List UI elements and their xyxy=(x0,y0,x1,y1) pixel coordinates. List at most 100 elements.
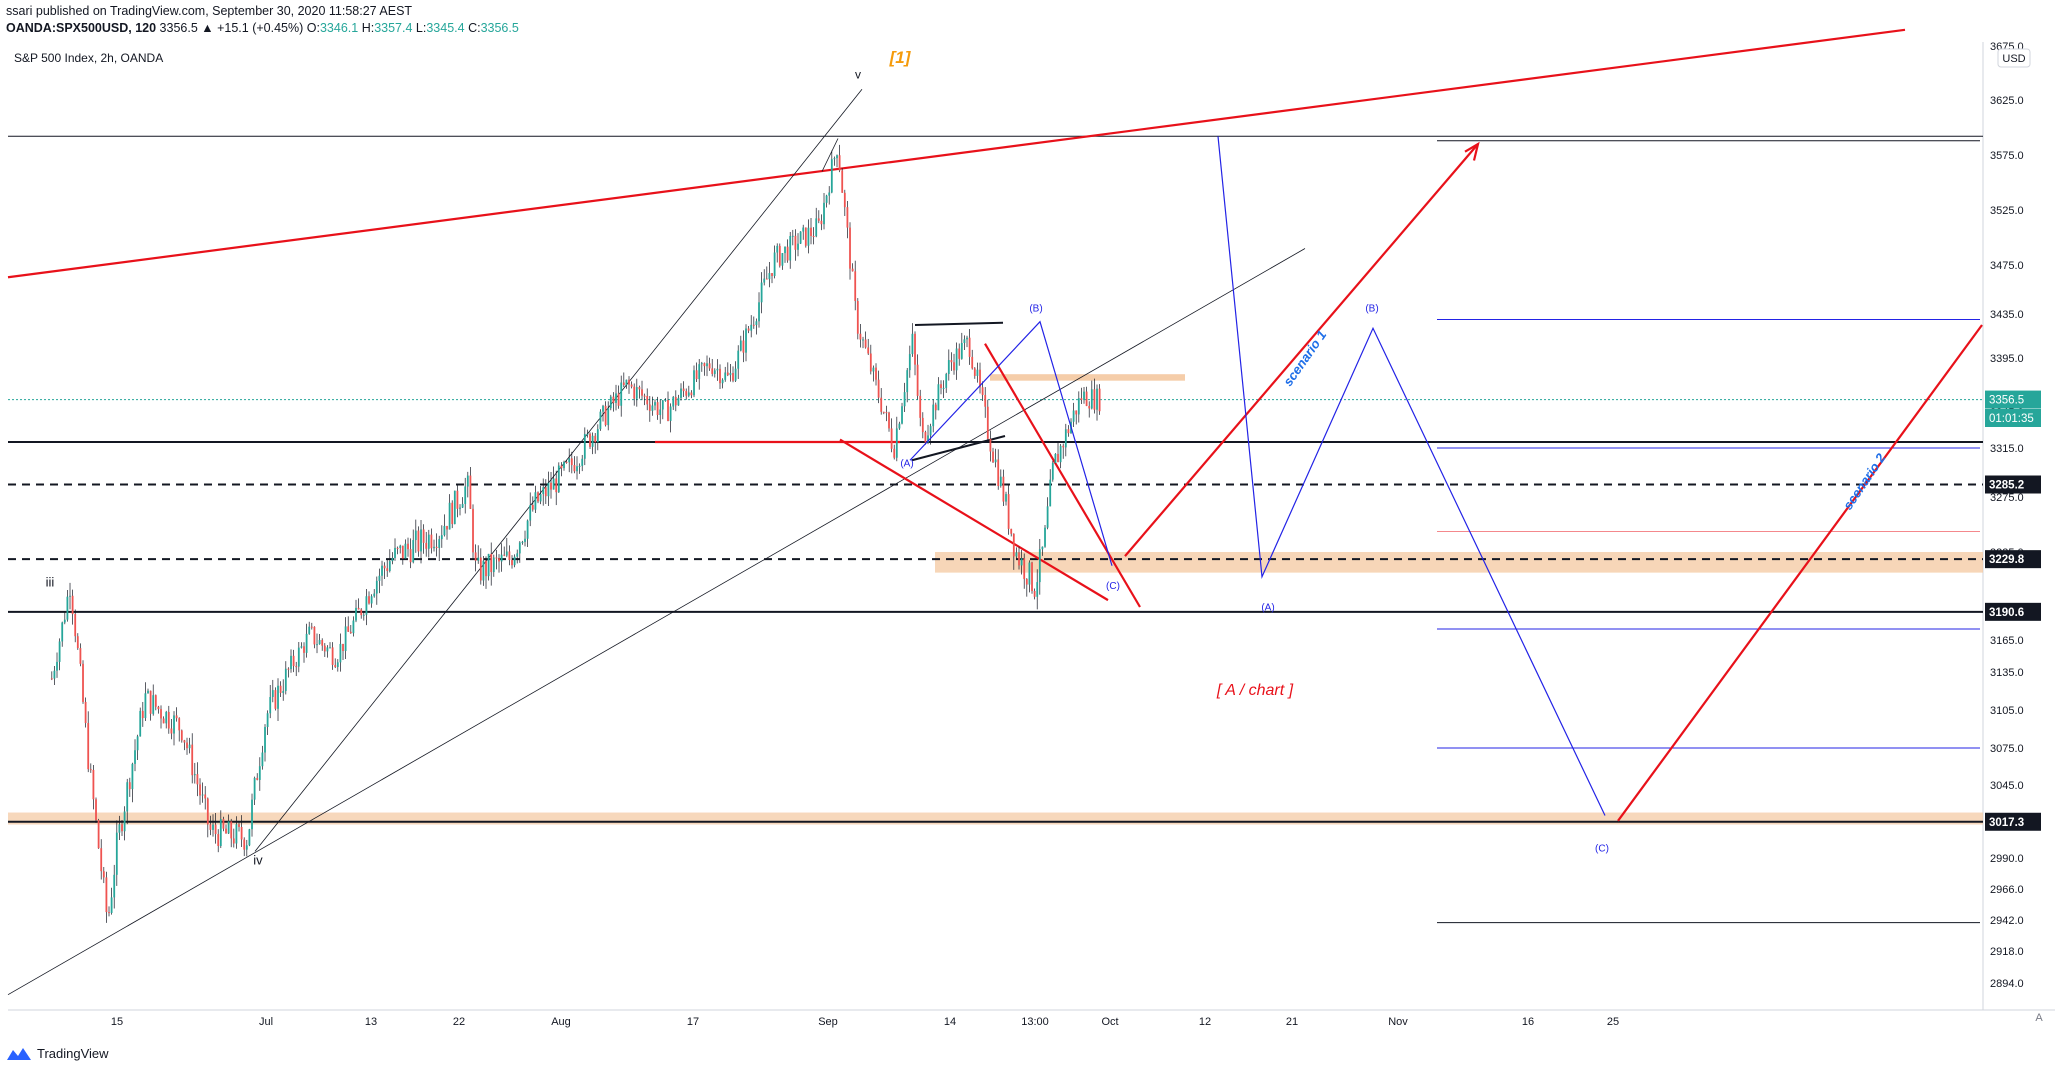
candle-body xyxy=(173,715,175,734)
candle-body xyxy=(802,227,805,232)
candle-body xyxy=(108,912,110,914)
candle-body xyxy=(724,372,727,380)
candle-body xyxy=(825,195,828,203)
candle-body xyxy=(719,368,721,384)
candle-body xyxy=(755,321,758,326)
candle-body xyxy=(882,411,885,413)
candle-body xyxy=(742,340,745,353)
candle-body xyxy=(921,417,924,433)
candle-body xyxy=(773,252,776,277)
candle-body xyxy=(409,549,412,563)
candle-body xyxy=(378,575,381,581)
candle-body xyxy=(492,557,495,573)
red-wedge-upper xyxy=(984,343,1141,608)
candle-body xyxy=(357,607,360,610)
x-tick-label-5: 17 xyxy=(687,1016,699,1028)
candle-body xyxy=(659,409,662,416)
candle-body xyxy=(1096,388,1098,410)
y-tick-label-18: 2966.0 xyxy=(1990,884,2024,896)
candle-body xyxy=(955,348,958,371)
candle-body xyxy=(646,396,649,405)
candle-body xyxy=(628,379,630,385)
candle-body xyxy=(763,278,766,283)
candle-body xyxy=(641,389,643,396)
candle-body xyxy=(74,614,77,637)
candle-body xyxy=(61,622,64,642)
candle-body xyxy=(1031,562,1033,591)
candle-body xyxy=(188,744,191,749)
candle-body xyxy=(1023,558,1026,579)
candle-body xyxy=(420,529,422,552)
candle-body xyxy=(888,412,890,429)
candle-body xyxy=(599,411,602,430)
candle-body xyxy=(505,551,508,556)
price-tag-bg-0 xyxy=(1985,390,2041,409)
candle-body xyxy=(443,525,446,536)
candle-body xyxy=(219,819,222,846)
candle-body xyxy=(170,728,173,734)
candle-body xyxy=(1085,391,1088,406)
price-tag-bg-1 xyxy=(1985,409,2041,427)
candle-body xyxy=(498,558,500,562)
candle-body xyxy=(404,543,407,559)
candle-body xyxy=(1041,546,1044,550)
candle-body xyxy=(734,368,737,381)
candle-body xyxy=(615,393,617,403)
x-tick-label-7: 14 xyxy=(944,1016,956,1028)
candle-body xyxy=(365,596,368,615)
candle-body xyxy=(448,502,451,530)
candle-body xyxy=(1012,533,1015,557)
candle-body xyxy=(1067,429,1070,434)
candle-body xyxy=(869,353,872,372)
candle-body xyxy=(648,404,651,411)
x-tick-label-10: 12 xyxy=(1199,1016,1211,1028)
candle-body xyxy=(370,596,373,604)
candle-body xyxy=(243,839,246,850)
black-triangle-bottom xyxy=(911,435,1006,462)
candle-body xyxy=(451,502,454,525)
y-tick-label-6: 3395.0 xyxy=(1990,353,2024,365)
candle-body xyxy=(768,273,771,280)
candle-body xyxy=(552,478,555,490)
candle-body xyxy=(482,560,485,581)
candle-body xyxy=(157,706,160,710)
candle-body xyxy=(752,324,755,326)
candle-body xyxy=(971,356,974,369)
candle-body xyxy=(864,339,867,348)
wave-label-6: (A) xyxy=(1261,602,1274,613)
candle-body xyxy=(576,466,578,472)
high-label: H: xyxy=(361,21,375,35)
candle-body xyxy=(1010,528,1013,534)
candle-body xyxy=(544,487,547,497)
candle-body xyxy=(602,405,604,412)
candle-body xyxy=(303,646,305,653)
candle-body xyxy=(456,490,459,509)
candle-body xyxy=(620,382,623,406)
candle-body xyxy=(100,848,103,872)
elliott-wave-paths xyxy=(821,136,1606,816)
candle-body xyxy=(999,476,1002,487)
tradingview-logo[interactable]: TradingView xyxy=(6,1046,109,1061)
candle-body xyxy=(1075,410,1078,415)
candle-body xyxy=(162,718,165,724)
price-tag-bg-2 xyxy=(1985,475,2041,494)
candle-body xyxy=(230,821,233,839)
candle-body xyxy=(776,245,779,253)
y-tick-label-2: 3575.0 xyxy=(1990,150,2024,162)
candle-body xyxy=(976,369,979,376)
candle-body xyxy=(313,626,316,645)
candle-body xyxy=(414,530,417,541)
wave-label-0: iii xyxy=(46,574,55,589)
candle-body xyxy=(266,713,269,728)
candle-body xyxy=(526,520,529,539)
candle-body xyxy=(781,253,784,266)
candle-body xyxy=(625,379,628,386)
candle-body xyxy=(685,391,688,396)
candle-body xyxy=(661,400,664,410)
candle-body xyxy=(105,877,108,913)
candle-body xyxy=(635,387,638,399)
candle-body xyxy=(235,824,238,844)
candle-body xyxy=(485,560,487,577)
candle-body xyxy=(846,207,849,228)
